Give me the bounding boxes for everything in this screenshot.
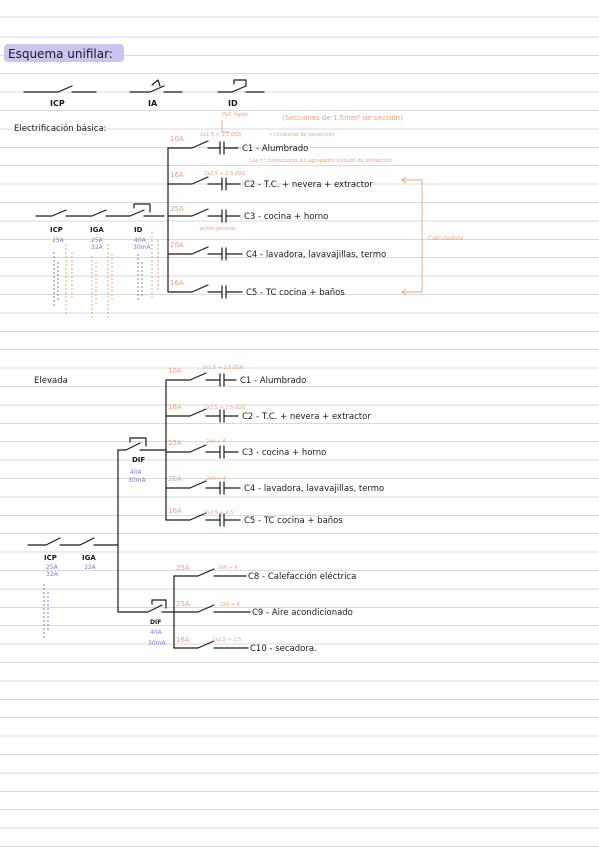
legend-id: ID <box>217 79 265 108</box>
elevated-circuit-c8: 25A 2x6 + 6 C8 - Calefacción eléctrica <box>173 564 356 582</box>
svg-text:C2 - T.C. + nevera + extractor: C2 - T.C. + nevera + extractor <box>242 412 371 422</box>
elevated-iga-label: IGA <box>82 554 96 562</box>
svg-text:DIF: DIF <box>132 456 145 464</box>
elevated-icp-value-1: 25A <box>46 564 59 571</box>
elevated-dif-1: DIF 40A 30mA <box>117 437 167 484</box>
basic-circuit-c1: 10A 2x1,5 + 1,5 Ø16 C1 - Alumbrado <box>167 131 308 155</box>
basic-id-label: ID <box>134 226 143 234</box>
svg-text:10A: 10A <box>170 135 184 143</box>
svg-text:16A: 16A <box>170 171 184 179</box>
elevated-annotation-scribble <box>43 584 49 640</box>
svg-text:25A: 25A <box>168 439 182 447</box>
basic-id-value-1: 40A <box>134 237 147 244</box>
basic-icp-value: 25A <box>52 237 65 244</box>
svg-text:C1 - Alumbrado: C1 - Alumbrado <box>242 144 308 154</box>
svg-text:2x1,5 + 1,5 Ø16: 2x1,5 + 1,5 Ø16 <box>202 364 243 371</box>
svg-text:20A: 20A <box>170 241 184 249</box>
legend-ia: IA <box>129 79 183 108</box>
svg-text:C8 - Calefacción eléctrica: C8 - Calefacción eléctrica <box>248 571 356 582</box>
elevated-main-feed <box>27 537 119 546</box>
svg-text:2x1,5 + 1,5 Ø16: 2x1,5 + 1,5 Ø16 <box>200 131 241 138</box>
svg-text:ID: ID <box>228 99 238 108</box>
svg-text:2x2,5 + 2,5: 2x2,5 + 2,5 <box>212 637 241 643</box>
svg-text:16A: 16A <box>168 507 182 515</box>
svg-text:C9 - Aire acondicionado: C9 - Aire acondicionado <box>252 608 353 618</box>
elevated-circuit-c9: 25A 2x6 + 6 C9 - Aire acondicionado <box>173 600 353 618</box>
svg-text:C4 - lavadora, lavavajillas, t: C4 - lavadora, lavavajillas, termo <box>244 484 384 494</box>
svg-text:16A: 16A <box>176 636 190 644</box>
svg-text:16A: 16A <box>168 403 182 411</box>
elevated-icp-label: ICP <box>44 554 57 562</box>
svg-text:25A: 25A <box>176 564 190 572</box>
basic-circuit-c3: 25A C3 - cocina + horno <box>167 205 328 223</box>
svg-text:25A: 25A <box>170 205 184 213</box>
elevated-heading: Elevada <box>34 376 68 386</box>
svg-text:2x2,5 + 2,5 Ø20: 2x2,5 + 2,5 Ø20 <box>204 404 245 411</box>
svg-text:C5 - TC cocina + baños: C5 - TC cocina + baños <box>246 288 345 298</box>
basic-circuit-c5: 16A C5 - TC cocina + baños <box>167 279 345 299</box>
basic-id-value-2: 30mA <box>133 244 151 251</box>
svg-text:2x4 + 4: 2x4 + 4 <box>206 476 226 482</box>
svg-text:Los n° conductores sin agrupad: Los n° conductores sin agrupados incluid… <box>250 157 392 164</box>
elevated-icp-value-2: 32A <box>46 571 59 578</box>
elevated-iga-value: 32A <box>84 564 97 571</box>
page-title: Esquema unifilar: <box>8 47 113 61</box>
basic-main-feed <box>35 209 165 217</box>
basic-iga-value-1: 25A <box>91 237 104 244</box>
elevated-circuit-c2: 16A 2x2,5 + 2,5 Ø20 C2 - T.C. + nevera +… <box>165 403 371 423</box>
title-highlight <box>4 44 124 62</box>
basic-circuit-c2: 16A 2x2,5 + 2,5 Ø20 C2 - T.C. + nevera +… <box>167 170 373 191</box>
svg-text:C1 - Alumbrado: C1 - Alumbrado <box>240 376 306 386</box>
svg-text:C5 - TC cocina + baños: C5 - TC cocina + baños <box>244 516 343 526</box>
svg-text:25A: 25A <box>176 600 190 608</box>
svg-text:2x2,5 + 2,5 Ø20: 2x2,5 + 2,5 Ø20 <box>204 170 245 177</box>
elevated-circuit-c4: 20A 2x4 + 4 C4 - lavadora, lavavajillas,… <box>165 475 384 495</box>
basic-iga-value-2: 32A <box>91 244 104 251</box>
svg-text:PVC rígido: PVC rígido <box>222 111 248 118</box>
svg-text:2x2,5 + 2,5: 2x2,5 + 2,5 <box>204 510 233 516</box>
svg-text:2x4 + 6: 2x4 + 6 <box>206 439 226 445</box>
elevated-circuit-c5: 16A 2x2,5 + 2,5 C5 - TC cocina + baños <box>165 507 343 527</box>
basic-icp-label: ICP <box>50 226 63 234</box>
svg-text:C10 - secadora.: C10 - secadora. <box>250 644 317 654</box>
basic-notes: PVC rígido (Secciones de 1.5mm² de secci… <box>200 111 464 296</box>
svg-text:punto general: punto general <box>200 226 235 232</box>
svg-text:20A: 20A <box>168 475 182 483</box>
basic-circuit-c4: 20A C4 - lavadora, lavavajillas, termo <box>167 241 386 261</box>
basic-heading: Electrificación básica: <box>14 123 107 134</box>
svg-text:30mA: 30mA <box>128 477 146 484</box>
elevated-circuit-c10: 16A 2x2,5 + 2,5 C10 - secadora. <box>173 636 317 654</box>
svg-text:30mA: 30mA <box>148 640 166 647</box>
basic-annotation-scribbles <box>53 232 159 320</box>
svg-text:C3 - cocina + horno: C3 - cocina + horno <box>244 212 328 222</box>
svg-text:(Secciones de 1.5mm² de secció: (Secciones de 1.5mm² de sección) <box>282 114 403 122</box>
svg-text:IA: IA <box>148 99 158 108</box>
legend-icp: ICP <box>23 85 97 108</box>
svg-text:ICP: ICP <box>50 99 65 108</box>
svg-text:2x6 + 6: 2x6 + 6 <box>218 565 238 571</box>
svg-text:Calculadora: Calculadora <box>428 235 464 242</box>
svg-text:40A: 40A <box>130 469 143 476</box>
svg-text:10A: 10A <box>168 367 182 375</box>
svg-text:2x6 + 6: 2x6 + 6 <box>220 602 240 608</box>
svg-text:DIF: DIF <box>150 619 161 626</box>
svg-text:C4 - lavadora, lavavajillas, t: C4 - lavadora, lavavajillas, termo <box>246 250 386 260</box>
elevated-dif-2: DIF 40A 30mA <box>117 599 175 647</box>
basic-iga-label: IGA <box>90 226 104 234</box>
basic-id-marker <box>133 203 151 213</box>
svg-text:16A: 16A <box>170 279 184 287</box>
svg-text:40A: 40A <box>150 629 163 636</box>
svg-text:C3 - cocina + horno: C3 - cocina + horno <box>242 448 326 458</box>
svg-text:→ conductor de protección: → conductor de protección <box>268 131 335 138</box>
elevated-circuit-c3: 25A 2x4 + 6 C3 - cocina + horno <box>165 439 326 459</box>
svg-text:C2 - T.C. + nevera + extractor: C2 - T.C. + nevera + extractor <box>244 180 373 190</box>
elevated-circuit-c1: 10A 2x1,5 + 1,5 Ø16 C1 - Alumbrado <box>165 364 306 387</box>
